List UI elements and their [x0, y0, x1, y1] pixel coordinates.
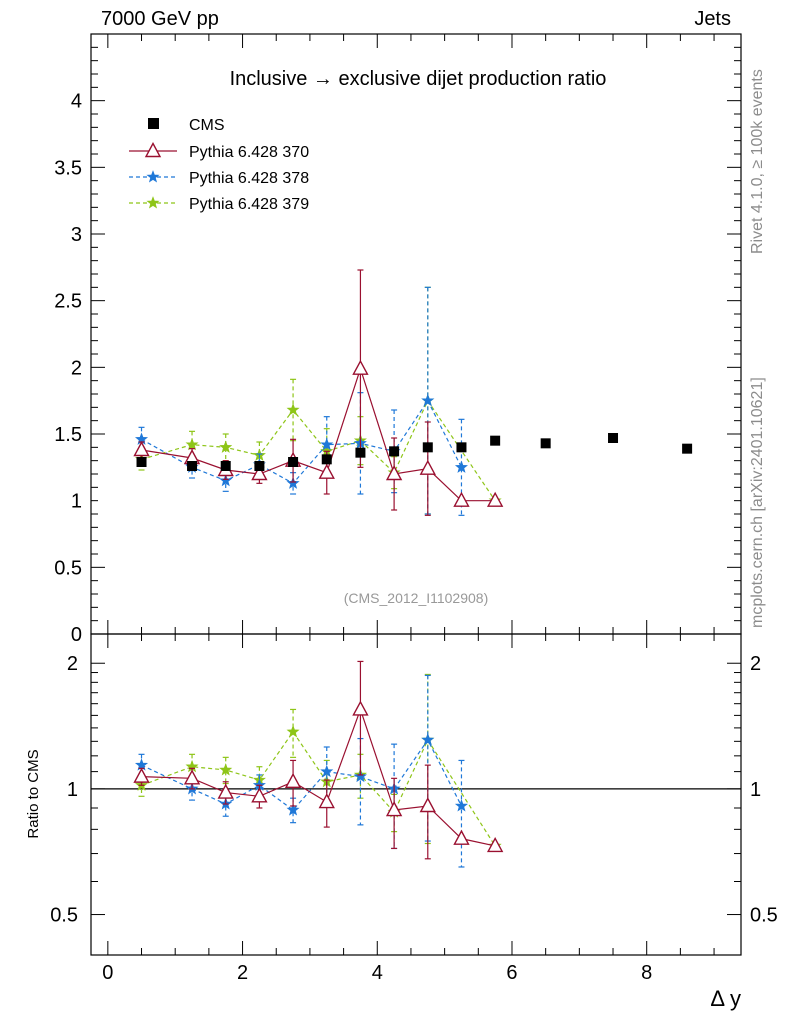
ratio-line-pythia-6-428-379 — [141, 730, 496, 847]
main-point-pythia-6-428-370 — [419, 459, 436, 475]
y-tick-label: 4 — [71, 91, 82, 113]
y-tick-label: 1.5 — [54, 424, 82, 446]
legend-marker-cms — [148, 118, 159, 129]
header-right: Jets — [694, 8, 731, 30]
legend-marker-pythia-6-428-370 — [144, 142, 162, 158]
ratio-y-axis-label: Ratio to CMS — [25, 749, 42, 838]
chart-title: Inclusive → exclusive dijet production r… — [230, 68, 607, 90]
y-tick-label: 3 — [71, 224, 82, 246]
ratio-point-pythia-6-428-370 — [133, 767, 150, 783]
ratio-point-pythia-6-428-370 — [217, 783, 234, 799]
y-tick-label: 2.5 — [54, 291, 82, 313]
main-point-pythia-6-428-379 — [185, 437, 199, 451]
ratio-plot-frame — [90, 633, 742, 956]
ratio-point-pythia-6-428-370 — [419, 797, 436, 813]
x-tick-label: 0 — [102, 962, 113, 984]
ratio-line-pythia-6-428-378 — [141, 738, 463, 811]
main-point-cms — [422, 442, 433, 453]
y-tick-label: 0.5 — [54, 557, 82, 579]
legend-label: CMS — [189, 117, 225, 134]
main-point-cms — [608, 433, 619, 443]
ratio-point-pythia-6-428-370 — [453, 829, 470, 845]
y-tick-label: 1 — [71, 491, 82, 513]
main-line-pythia-6-428-379 — [141, 399, 496, 502]
main-point-pythia-6-428-378 — [286, 476, 300, 489]
main-point-pythia-6-428-378 — [320, 437, 334, 451]
main-point-pythia-6-428-370 — [318, 463, 335, 479]
x-axis-label: Δ y — [710, 986, 741, 1011]
main-point-pythia-6-428-378 — [219, 473, 233, 487]
y-tick-label: 2 — [71, 357, 82, 379]
ratio-point-pythia-6-428-370 — [486, 836, 504, 853]
main-point-cms — [540, 438, 551, 449]
legend-marker-pythia-6-428-379 — [146, 196, 160, 209]
legend-label: Pythia 6.428 378 — [189, 170, 309, 187]
ratio-point-pythia-6-428-370 — [352, 700, 369, 716]
main-point-cms — [254, 461, 265, 471]
main-point-cms — [187, 461, 198, 471]
main-point-cms — [389, 446, 400, 457]
main-point-cms — [490, 435, 501, 446]
main-point-pythia-6-428-379 — [286, 403, 300, 416]
main-point-pythia-6-428-370 — [352, 359, 369, 375]
y-tick-label: 3.5 — [54, 157, 82, 179]
ratio-y-tick-label-right: 0.5 — [750, 905, 778, 927]
main-point-pythia-6-428-379 — [219, 440, 233, 453]
main-point-cms — [355, 447, 366, 458]
ratio-y-tick-label-right: 1 — [750, 779, 761, 801]
ratio-point-pythia-6-428-378 — [454, 799, 468, 812]
main-point-cms — [136, 457, 147, 467]
ratio-point-pythia-6-428-370 — [284, 772, 302, 788]
main-point-cms — [288, 457, 299, 467]
main-point-cms — [682, 443, 693, 454]
ratio-point-pythia-6-428-370 — [385, 801, 403, 817]
legend-marker-pythia-6-428-378 — [146, 170, 160, 183]
main-line-pythia-6-428-370 — [141, 366, 496, 502]
ratio-point-pythia-6-428-379 — [219, 763, 233, 776]
ratio-y-tick-label-left: 1 — [67, 779, 78, 801]
main-point-cms — [321, 454, 332, 465]
y-tick-label: 0 — [71, 624, 82, 646]
x-tick-label: 2 — [237, 962, 248, 984]
ratio-y-tick-label-right: 2 — [750, 653, 761, 675]
ratio-point-pythia-6-428-378 — [421, 733, 435, 746]
main-point-pythia-6-428-378 — [421, 393, 435, 407]
main-point-pythia-6-428-370 — [385, 465, 403, 481]
ratio-y-tick-label-left: 0.5 — [50, 905, 78, 927]
ratio-point-pythia-6-428-379 — [286, 724, 300, 738]
main-point-pythia-6-428-370 — [453, 491, 470, 507]
legend-label: Pythia 6.428 370 — [189, 144, 309, 161]
x-tick-label: 8 — [641, 962, 652, 984]
header-left: 7000 GeV pp — [101, 8, 219, 30]
ratio-point-pythia-6-428-370 — [183, 769, 201, 785]
main-point-cms — [220, 461, 231, 471]
x-tick-label: 4 — [372, 962, 383, 984]
ratio-point-pythia-6-428-378 — [320, 764, 334, 778]
x-tick-label: 6 — [506, 962, 517, 984]
analysis-watermark: (CMS_2012_I1102908) — [344, 590, 489, 606]
main-point-pythia-6-428-370 — [251, 465, 268, 481]
main-point-pythia-6-428-378 — [454, 460, 468, 473]
main-point-cms — [456, 442, 467, 453]
ratio-point-pythia-6-428-378 — [286, 803, 300, 816]
ratio-point-pythia-6-428-378 — [353, 769, 367, 783]
ratio-point-pythia-6-428-370 — [318, 793, 335, 809]
main-point-pythia-6-428-370 — [486, 491, 504, 507]
main-point-pythia-6-428-370 — [133, 441, 150, 457]
legend-label: Pythia 6.428 379 — [189, 196, 309, 213]
ratio-point-pythia-6-428-370 — [251, 787, 268, 803]
ratio-y-tick-label-left: 2 — [67, 653, 78, 675]
